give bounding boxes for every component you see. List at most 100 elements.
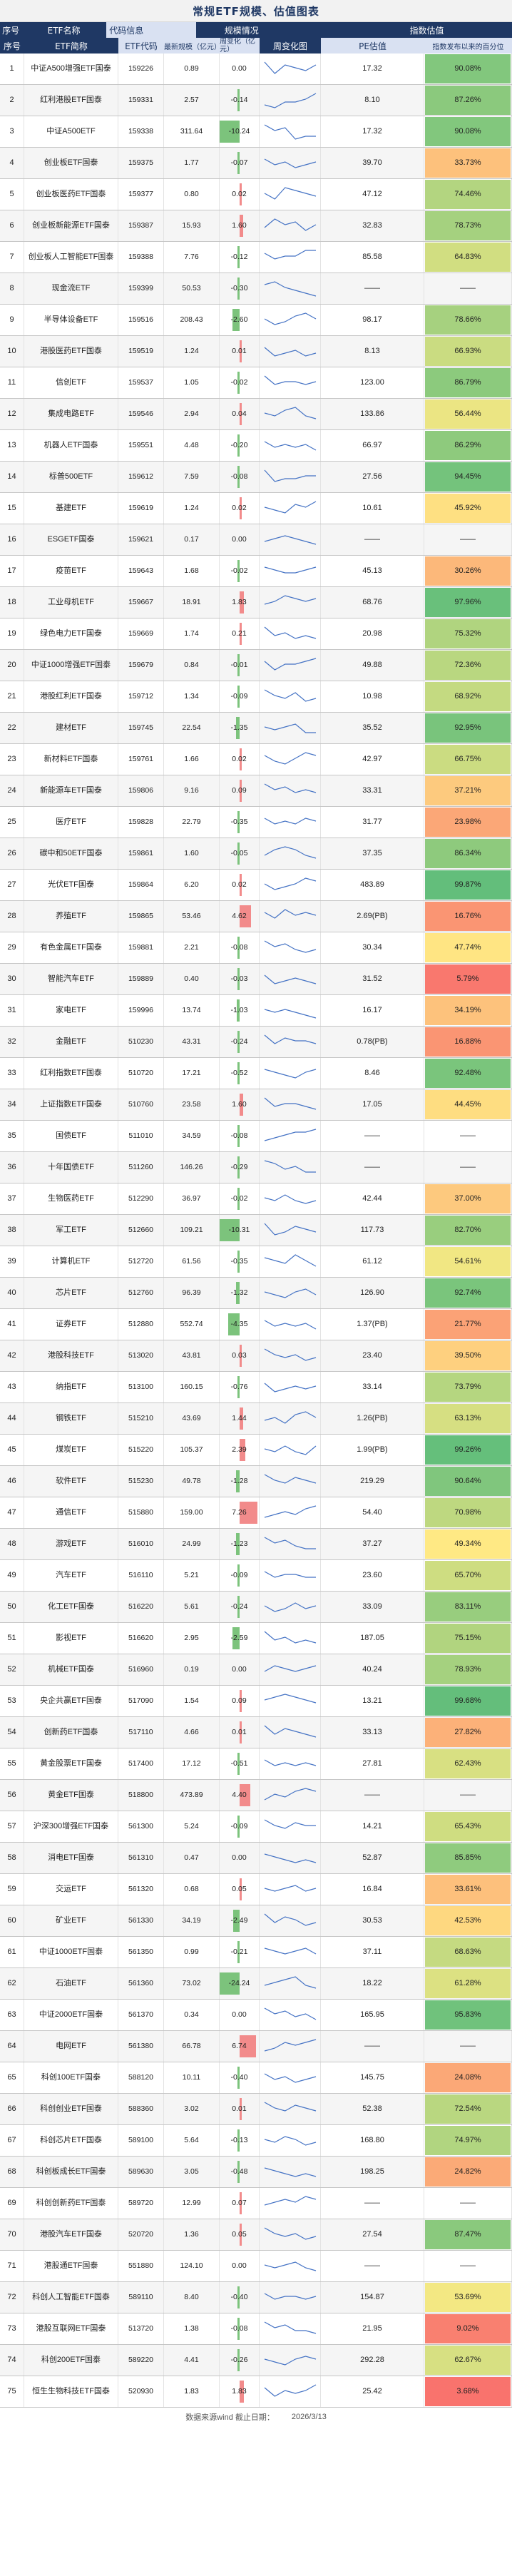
flow-bar bbox=[237, 842, 240, 865]
weekly-trend bbox=[260, 1780, 321, 1811]
row-index: 60 bbox=[0, 1905, 24, 1936]
weekly-flow: -1.35 bbox=[220, 713, 260, 743]
flow-bar bbox=[239, 1502, 257, 1524]
etf-name: 游戏ETF bbox=[24, 1529, 118, 1559]
etf-name: 十年国债ETF bbox=[24, 1152, 118, 1183]
etf-size: 24.99 bbox=[164, 1529, 220, 1559]
weekly-flow-value: -0.24 bbox=[230, 1037, 248, 1046]
weekly-flow: 4.62 bbox=[220, 901, 260, 932]
column-header-percentile: 指数发布以来的百分位 bbox=[432, 43, 504, 51]
trend-sparkline bbox=[264, 1818, 316, 1829]
percentile-cell: 44.45% bbox=[424, 1089, 512, 1120]
percentile-value: 92.95% bbox=[425, 713, 511, 743]
weekly-flow: 1.83 bbox=[220, 2376, 260, 2407]
percentile-cell: 72.54% bbox=[424, 2094, 512, 2124]
flow-bar bbox=[237, 1596, 240, 1618]
percentile-cell: 23.98% bbox=[424, 807, 512, 838]
column-header-size: 最新规模（亿元） bbox=[164, 43, 221, 51]
trend-sparkline bbox=[264, 657, 316, 671]
etf-name: 科创200ETF国泰 bbox=[24, 2345, 118, 2376]
percentile-value: 87.47% bbox=[425, 2220, 511, 2249]
weekly-trend bbox=[260, 1748, 321, 1779]
trend-sparkline bbox=[264, 688, 316, 702]
flow-bar bbox=[239, 905, 251, 927]
trend-line bbox=[264, 1348, 316, 1361]
percentile-cell: 47.74% bbox=[424, 932, 512, 963]
pe-value: 31.52 bbox=[321, 964, 424, 994]
etf-name: 汽车ETF bbox=[24, 1560, 118, 1591]
weekly-flow: -0.40 bbox=[220, 2282, 260, 2313]
row-index: 55 bbox=[0, 1748, 24, 1779]
pe-value: —— bbox=[321, 2251, 424, 2281]
table-row: 36 十年国债ETF 511260 146.26 -0.29 —— —— bbox=[0, 1152, 512, 1183]
row-index: 39 bbox=[0, 1246, 24, 1277]
etf-code: 159643 bbox=[118, 556, 164, 586]
etf-name: 计算机ETF bbox=[24, 1246, 118, 1277]
weekly-flow-value: 1.44 bbox=[232, 1414, 247, 1422]
percentile-cell: 87.47% bbox=[424, 2219, 512, 2250]
weekly-trend bbox=[260, 681, 321, 712]
etf-size: 49.78 bbox=[164, 1466, 220, 1497]
percentile-cell: 16.76% bbox=[424, 901, 512, 932]
percentile-cell: 61.28% bbox=[424, 1968, 512, 1999]
etf-name: 家电ETF bbox=[24, 995, 118, 1026]
flow-bar bbox=[239, 215, 244, 237]
weekly-flow: -0.76 bbox=[220, 1372, 260, 1402]
weekly-trend bbox=[260, 179, 321, 210]
percentile-value: 90.08% bbox=[425, 54, 511, 83]
etf-code: 159612 bbox=[118, 462, 164, 492]
percentile-cell: 78.73% bbox=[424, 210, 512, 241]
trend-sparkline bbox=[264, 2167, 316, 2177]
percentile-value: 86.34% bbox=[425, 839, 511, 868]
etf-name: 黄金ETF国泰 bbox=[24, 1780, 118, 1811]
percentile-cell: 86.79% bbox=[424, 367, 512, 398]
etf-name: 半导体设备ETF bbox=[24, 305, 118, 335]
percentile-value: 92.74% bbox=[425, 1278, 511, 1308]
weekly-flow-value: 0.09 bbox=[232, 1696, 247, 1705]
row-index: 54 bbox=[0, 1717, 24, 1748]
flow-bar bbox=[239, 1690, 242, 1712]
row-index: 6 bbox=[0, 210, 24, 241]
table-row: 4 创业板ETF国泰 159375 1.77 -0.07 39.70 33.73% bbox=[0, 148, 512, 179]
flow-bar bbox=[237, 2161, 240, 2183]
weekly-trend bbox=[260, 1435, 321, 1465]
percentile-value: 83.11% bbox=[425, 1592, 511, 1622]
trend-sparkline bbox=[264, 594, 316, 605]
weekly-flow-value: 0.02 bbox=[232, 755, 247, 763]
etf-size: 1.74 bbox=[164, 618, 220, 649]
etf-code: 561360 bbox=[118, 1968, 164, 1999]
row-index: 68 bbox=[0, 2157, 24, 2187]
trend-line bbox=[264, 751, 316, 765]
trend-sparkline bbox=[264, 566, 316, 574]
weekly-flow-value: 0.05 bbox=[232, 1885, 247, 1893]
percentile-value: 53.69% bbox=[425, 2283, 511, 2312]
percentile-cell: 56.44% bbox=[424, 399, 512, 429]
weekly-flow: 0.02 bbox=[220, 870, 260, 900]
trend-sparkline bbox=[264, 940, 316, 953]
etf-size: 1.54 bbox=[164, 1686, 220, 1716]
trend-line bbox=[264, 845, 316, 859]
percentile-value: 34.19% bbox=[425, 996, 511, 1025]
row-index: 12 bbox=[0, 399, 24, 429]
footer-source: 数据来源wind 截止日期： bbox=[185, 2413, 275, 2422]
trend-sparkline bbox=[264, 2135, 316, 2146]
etf-table-sheet: 常规ETF规模、估值图表 序号 ETF名称 代码信息 规模情况 指数估值 序号 … bbox=[0, 0, 512, 2422]
etf-name: 创业板ETF国泰 bbox=[24, 148, 118, 178]
etf-name: 中证2000ETF国泰 bbox=[24, 2000, 118, 2030]
trend-sparkline bbox=[264, 2321, 316, 2334]
percentile-cell: 63.13% bbox=[424, 1403, 512, 1434]
etf-size: 208.43 bbox=[164, 305, 220, 335]
trend-line bbox=[264, 1288, 316, 1298]
trend-sparkline bbox=[264, 626, 316, 639]
flow-bar bbox=[236, 1533, 240, 1555]
pe-value: 16.84 bbox=[321, 1874, 424, 1905]
table-row: 11 信创ETF 159537 1.05 -0.02 123.00 86.79% bbox=[0, 367, 512, 399]
pe-value: 165.95 bbox=[321, 2000, 424, 2030]
percentile-value: 66.75% bbox=[425, 745, 511, 774]
weekly-flow-value: -0.35 bbox=[230, 818, 248, 826]
percentile-cell: 9.02% bbox=[424, 2313, 512, 2344]
etf-name: 沪深300增强ETF国泰 bbox=[24, 1811, 118, 1842]
weekly-trend bbox=[260, 116, 321, 147]
flow-bar bbox=[237, 686, 240, 708]
weekly-trend bbox=[260, 1372, 321, 1402]
